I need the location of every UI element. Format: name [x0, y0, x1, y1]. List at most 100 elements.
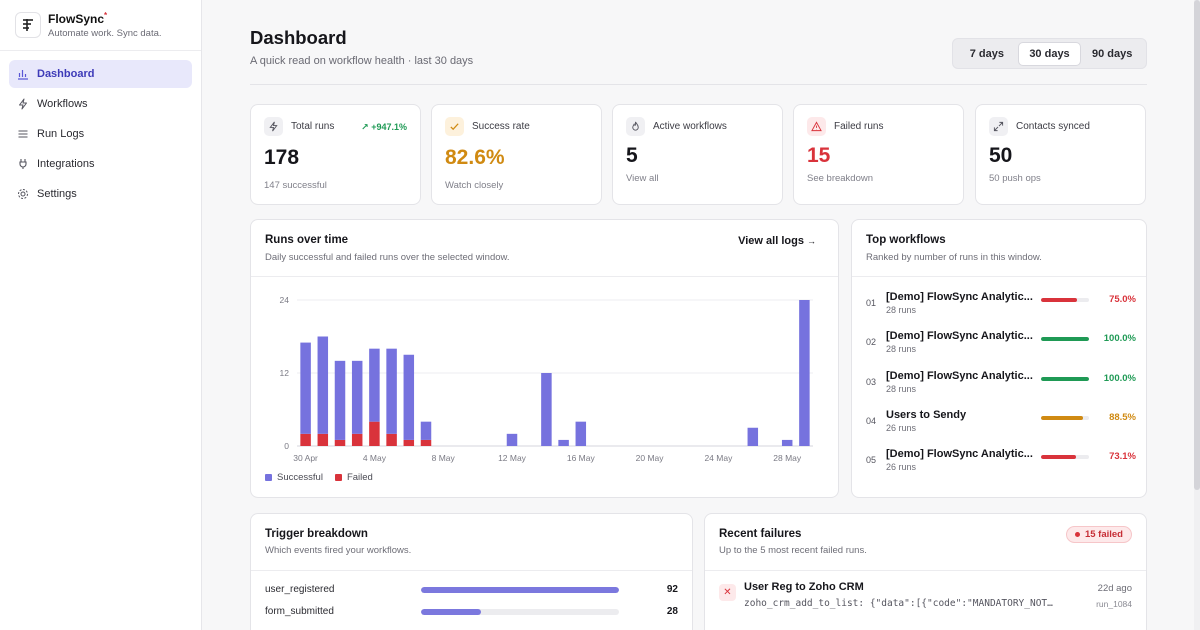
trigger-row: form_submitted 28: [265, 606, 678, 620]
trend-up-icon: ↗: [361, 122, 369, 132]
kpi-label: Contacts synced: [1016, 121, 1090, 132]
panel-title: Runs over time: [265, 234, 349, 246]
kpi-contacts-synced: Contacts synced 50 50 push ops: [975, 104, 1146, 205]
failure-detail: zoho_crm_add_to_list: {"data":[{"code":"…: [744, 598, 1054, 609]
sidebar-item-run-logs[interactable]: Run Logs: [9, 120, 192, 148]
successful-bar: [334, 360, 346, 440]
kpi-header: Total runs: [264, 117, 334, 136]
rank-number: 01: [866, 298, 877, 308]
sidebar-item-label: Settings: [37, 188, 77, 200]
success-bar: [1041, 298, 1089, 302]
sidebar-item-label: Integrations: [37, 158, 95, 170]
sidebar-item-settings[interactable]: Settings: [9, 180, 192, 208]
kpi-header: Contacts synced: [989, 117, 1090, 136]
range-30-days-button[interactable]: 30 days: [1017, 41, 1082, 66]
failed-bar: [420, 439, 432, 446]
x-tick-label: 12 May: [498, 453, 527, 463]
warning-icon: [807, 117, 826, 136]
successful-bar: [386, 348, 397, 434]
success-bar: [1041, 337, 1089, 342]
kpi-header: Active workflows: [626, 117, 727, 136]
workflow-runs: 28 runs: [886, 305, 917, 315]
x-tick-label: 16 May: [567, 453, 596, 463]
failed-bar: [351, 433, 363, 446]
trigger-label: form_submitted: [265, 606, 334, 617]
bolt-icon: [17, 98, 29, 110]
trigger-bar-fill: [421, 587, 619, 593]
view-all-link[interactable]: View all: [626, 173, 659, 184]
failed-bar: [403, 439, 415, 446]
successful-bar: [781, 439, 793, 446]
gear-icon: [17, 188, 29, 200]
kpi-foot: 147 successful: [264, 180, 327, 191]
sidebar-item-integrations[interactable]: Integrations: [9, 150, 192, 178]
workflow-name: [Demo] FlowSync Analytic...: [886, 330, 1033, 343]
successful-bar: [351, 360, 363, 434]
kpi-failed-runs[interactable]: Failed runs 15 See breakdown: [793, 104, 964, 205]
brand: FlowSync* Automate work. Sync data.: [0, 0, 201, 51]
successful-bar: [300, 342, 311, 434]
see-breakdown-link[interactable]: See breakdown: [807, 173, 874, 184]
kpi-active-workflows[interactable]: Active workflows 5 View all: [612, 104, 783, 205]
top-workflow-row[interactable]: 01 [Demo] FlowSync Analytic... 28 runs 75.0…: [866, 289, 1136, 319]
kpi-foot: Watch closely: [445, 180, 504, 191]
successful-bar: [506, 433, 518, 446]
workflow-runs: 28 runs: [886, 383, 917, 394]
x-tick-label: 28 May: [773, 453, 802, 463]
successful-bar: [747, 427, 759, 446]
panel-divider: [251, 276, 838, 277]
success-percent: 100.0%: [1103, 372, 1136, 384]
failed-bar: [300, 433, 311, 446]
kpi-label: Total runs: [291, 121, 335, 132]
expand-icon: [989, 117, 1008, 136]
sidebar-item-label: Dashboard: [37, 68, 95, 80]
arrow-right-icon: →: [807, 236, 816, 246]
chart-legend: Successful Failed: [265, 472, 385, 483]
kpi-value: 82.6%: [445, 146, 505, 169]
trigger-breakdown-panel: Trigger breakdown Which events fired you…: [250, 513, 693, 630]
successful-bar: [799, 300, 810, 446]
x-tick-label: 4 May: [363, 453, 387, 463]
top-workflow-row[interactable]: 05 [Demo] FlowSync Analytic... 26 runs 73.1…: [866, 446, 1136, 476]
kpi-success-rate: Success rate 82.6% Watch closely: [431, 104, 602, 205]
legend-swatch: [265, 474, 272, 481]
panel-subtitle: Daily successful and failed runs over th…: [265, 252, 510, 263]
kpi-trend: ↗ +947.1%: [361, 122, 407, 132]
workflow-runs: 26 runs: [886, 422, 917, 433]
trigger-count: 92: [666, 584, 678, 595]
kpi-value: 50: [989, 144, 1013, 167]
sidebar-nav: Dashboard Workflows Run Logs Integration…: [0, 51, 201, 219]
successful-bar: [420, 421, 432, 440]
recent-failures-panel: Recent failures Up to the 5 most recent …: [704, 513, 1147, 630]
scrollbar-thumb[interactable]: [1194, 0, 1200, 490]
success-bar-fill: [1041, 455, 1077, 460]
sidebar-item-dashboard[interactable]: Dashboard: [9, 60, 192, 88]
kpi-value: 178: [264, 146, 300, 169]
page-subtitle: A quick read on workflow health · last 3…: [250, 55, 474, 67]
range-7-days-button[interactable]: 7 days: [969, 47, 1004, 60]
panel-divider: [705, 570, 1146, 571]
failure-time: 22d ago: [1097, 583, 1132, 594]
success-bar-fill: [1041, 415, 1084, 420]
rank-number: 04: [866, 415, 877, 426]
rank-number: 03: [866, 376, 877, 387]
successful-bar: [558, 439, 569, 446]
successful-bar: [403, 354, 415, 440]
rank-number: 02: [866, 337, 877, 348]
runs-chart: 0 12 24 30 Apr 4 May 8 May 12 May 16 May 20 May 2…: [280, 295, 813, 463]
page-title: Dashboard: [250, 27, 347, 48]
check-icon: [445, 117, 464, 136]
top-workflow-row[interactable]: 02 [Demo] FlowSync Analytic... 28 runs 100.…: [866, 328, 1136, 358]
sidebar-item-workflows[interactable]: Workflows: [9, 90, 192, 118]
failed-bar: [317, 433, 329, 446]
panel-title: Trigger breakdown: [265, 528, 368, 540]
bolt-icon: [264, 117, 283, 136]
runs-over-time-panel: Runs over time Daily successful and fail…: [250, 219, 839, 498]
view-all-logs-link[interactable]: View all logs →: [738, 235, 816, 247]
top-workflow-row[interactable]: 03 [Demo] FlowSync Analytic... 28 runs 100.…: [866, 368, 1136, 398]
successful-bar: [317, 336, 329, 434]
workflow-runs: 28 runs: [886, 344, 917, 355]
range-90-days-button[interactable]: 90 days: [1091, 47, 1133, 60]
y-tick-label: 0: [284, 441, 289, 451]
top-workflow-row[interactable]: 04 Users to Sendy 26 runs 88.5%: [866, 407, 1136, 437]
